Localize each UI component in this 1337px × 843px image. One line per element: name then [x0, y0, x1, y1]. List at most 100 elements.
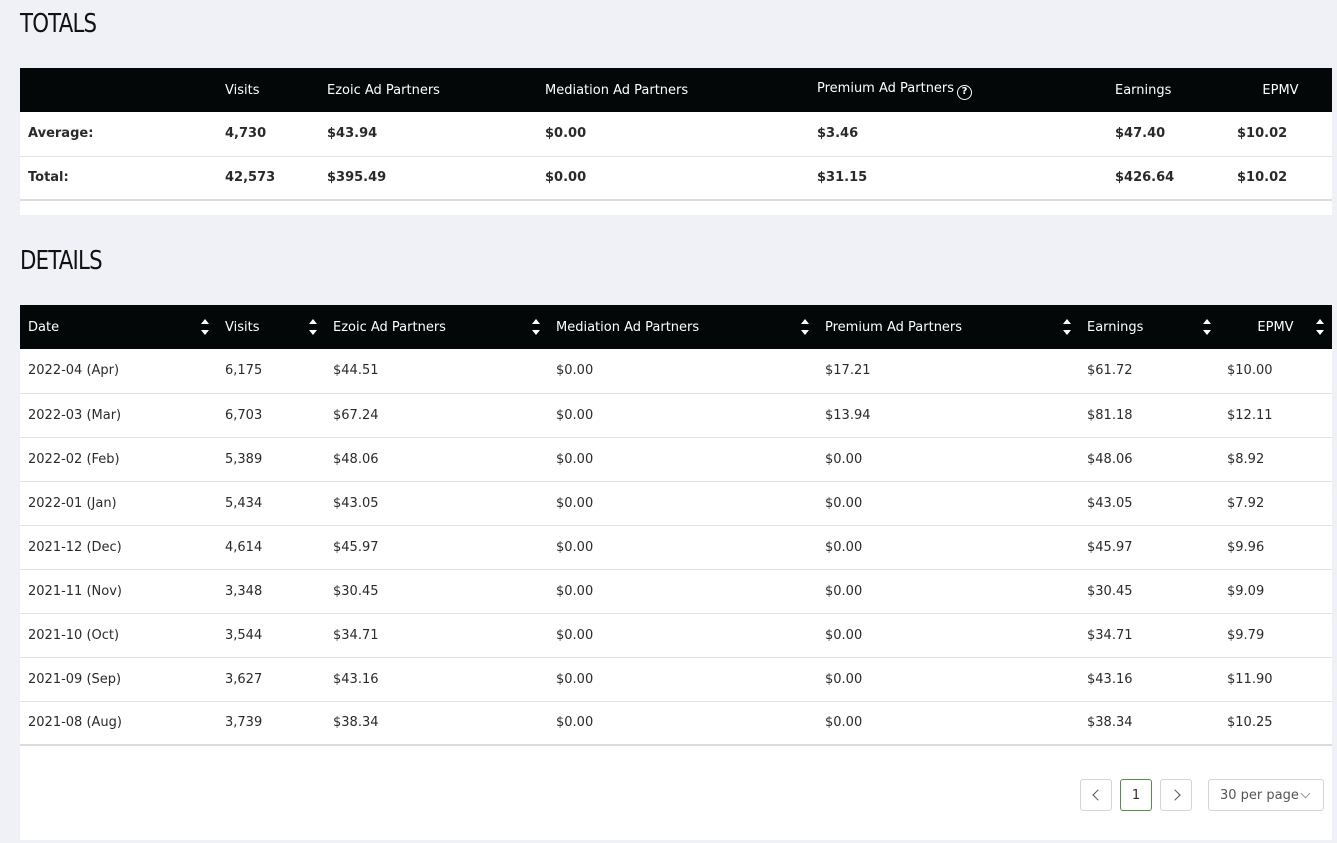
sort-icon[interactable] [201, 317, 209, 337]
table-cell: 5,434 [217, 481, 325, 526]
table-cell: $8.92 [1219, 437, 1332, 482]
table-cell: $48.06 [325, 437, 548, 482]
table-row: 2021-10 (Oct) 3,544 $34.71 $0.00 $0.00 $34.71… [20, 613, 1332, 658]
details-header-mediation-label: Mediation Ad Partners [556, 319, 700, 335]
table-cell: $10.02 [1229, 112, 1332, 157]
per-page-select[interactable]: 30 per page [1208, 779, 1324, 811]
details-header-premium[interactable]: Premium Ad Partners [817, 305, 1079, 349]
details-header-earnings[interactable]: Earnings [1079, 305, 1219, 349]
table-cell: $43.16 [325, 657, 548, 702]
table-cell: 3,739 [217, 701, 325, 746]
table-row: 2022-02 (Feb) 5,389 $48.06 $0.00 $0.00 $48.06… [20, 437, 1332, 482]
table-cell: $45.97 [325, 525, 548, 570]
table-cell: 6,703 [217, 393, 325, 438]
table-cell: $9.96 [1219, 525, 1332, 570]
totals-table: Visits Ezoic Ad Partners Mediation Ad Pa… [20, 68, 1332, 201]
page-1-button[interactable]: 1 [1120, 779, 1152, 811]
prev-page-button[interactable] [1080, 779, 1112, 811]
sort-icon[interactable] [309, 317, 317, 337]
details-header-epmv[interactable]: EPMV [1219, 305, 1332, 349]
table-cell: $11.90 [1219, 657, 1332, 702]
details-header-visits[interactable]: Visits [217, 305, 325, 349]
details-header-ezoic[interactable]: Ezoic Ad Partners [325, 305, 548, 349]
totals-header-row: Visits Ezoic Ad Partners Mediation Ad Pa… [20, 68, 1332, 112]
table-cell: 2021-10 (Oct) [20, 613, 217, 658]
table-cell: $67.24 [325, 393, 548, 438]
table-cell: $7.92 [1219, 481, 1332, 526]
table-cell: $0.00 [817, 613, 1079, 658]
table-cell: 3,348 [217, 569, 325, 614]
table-cell: $0.00 [548, 657, 817, 702]
table-cell: 2022-04 (Apr) [20, 349, 217, 394]
table-cell: $43.05 [325, 481, 548, 526]
table-row: 2022-04 (Apr) 6,175 $44.51 $0.00 $17.21 $61.7… [20, 349, 1332, 394]
table-cell: 2022-02 (Feb) [20, 437, 217, 482]
sort-icon[interactable] [1063, 317, 1071, 337]
table-cell: 2021-08 (Aug) [20, 701, 217, 746]
table-cell: 3,627 [217, 657, 325, 702]
table-cell: 2021-12 (Dec) [20, 525, 217, 570]
table-cell: $30.45 [325, 569, 548, 614]
table-row: 2021-08 (Aug) 3,739 $38.34 $0.00 $0.00 $38.34… [20, 701, 1332, 746]
table-cell: Total: [20, 156, 217, 201]
table-cell: 2022-01 (Jan) [20, 481, 217, 526]
table-cell: $45.97 [1079, 525, 1219, 570]
table-row: 2022-03 (Mar) 6,703 $67.24 $0.00 $13.94 $81.1… [20, 393, 1332, 438]
table-cell: $9.79 [1219, 613, 1332, 658]
sort-icon[interactable] [532, 317, 540, 337]
table-cell: $10.00 [1219, 349, 1332, 394]
table-cell: 2022-03 (Mar) [20, 393, 217, 438]
per-page-value: 30 per page [1220, 787, 1299, 803]
details-header-earnings-label: Earnings [1087, 319, 1144, 335]
table-cell: $0.00 [817, 657, 1079, 702]
table-cell: $48.06 [1079, 437, 1219, 482]
table-cell: 4,730 [217, 112, 319, 157]
table-cell: $426.64 [1107, 156, 1229, 201]
table-cell: $0.00 [817, 569, 1079, 614]
table-cell: $0.00 [817, 481, 1079, 526]
sort-icon[interactable] [1203, 317, 1211, 337]
totals-header-premium: Premium Ad Partners? [809, 68, 1107, 112]
table-cell: $47.40 [1107, 112, 1229, 157]
table-cell: 5,389 [217, 437, 325, 482]
table-cell: $0.00 [548, 393, 817, 438]
help-circle-icon[interactable]: ? [957, 84, 973, 100]
table-cell: $43.05 [1079, 481, 1219, 526]
details-header-visits-label: Visits [225, 319, 260, 335]
details-header-premium-label: Premium Ad Partners [825, 319, 963, 335]
table-cell: $34.71 [1079, 613, 1219, 658]
totals-header-premium-label: Premium Ad Partners [817, 80, 955, 96]
table-cell: $13.94 [817, 393, 1079, 438]
details-header-mediation[interactable]: Mediation Ad Partners [548, 305, 817, 349]
table-cell: $81.18 [1079, 393, 1219, 438]
table-cell: $30.45 [1079, 569, 1219, 614]
totals-title: TOTALS [20, 9, 97, 39]
next-page-button[interactable] [1160, 779, 1192, 811]
details-card: Date Visits Ezoic Ad Partners Mediation … [20, 305, 1332, 840]
table-cell: $61.72 [1079, 349, 1219, 394]
table-row: 2021-09 (Sep) 3,627 $43.16 $0.00 $0.00 $43.16… [20, 657, 1332, 702]
table-cell: Average: [20, 112, 217, 157]
details-table: Date Visits Ezoic Ad Partners Mediation … [20, 305, 1332, 746]
table-cell: $0.00 [548, 481, 817, 526]
table-cell: $0.00 [537, 112, 809, 157]
sort-icon[interactable] [801, 317, 809, 337]
table-cell: $34.71 [325, 613, 548, 658]
details-header-date[interactable]: Date [20, 305, 217, 349]
pagination: 1 30 per page [1080, 778, 1324, 812]
table-cell: $38.34 [325, 701, 548, 746]
table-cell: $43.16 [1079, 657, 1219, 702]
totals-header-earnings: Earnings [1115, 82, 1172, 98]
table-cell: $0.00 [548, 437, 817, 482]
table-cell: $38.34 [1079, 701, 1219, 746]
sort-icon[interactable] [1316, 317, 1324, 337]
table-cell: $3.46 [809, 112, 1107, 157]
totals-header-mediation: Mediation Ad Partners [545, 82, 689, 98]
table-cell: 4,614 [217, 525, 325, 570]
table-cell: $12.11 [1219, 393, 1332, 438]
table-cell: $395.49 [319, 156, 537, 201]
table-cell: $9.09 [1219, 569, 1332, 614]
totals-header-visits: Visits [225, 82, 260, 98]
chevron-down-icon [1300, 788, 1311, 799]
chevron-left-icon [1091, 789, 1104, 801]
